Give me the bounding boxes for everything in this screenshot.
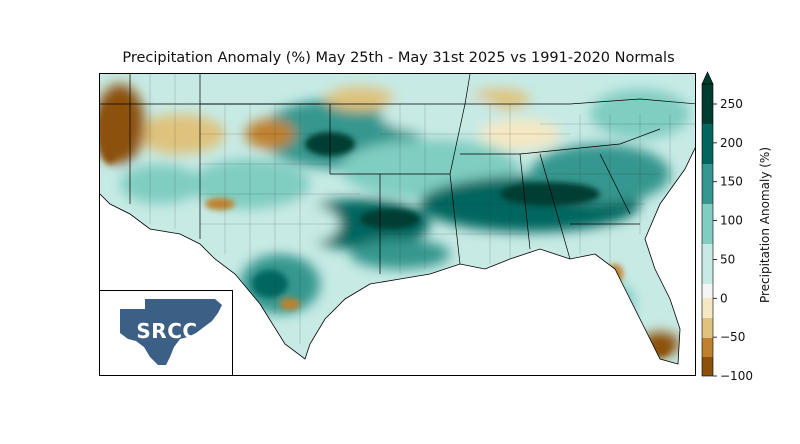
colorbar: 250 200 150 100 50 0 −50 −100 [701, 71, 753, 383]
colorbar-tick-label: 100 [720, 214, 743, 228]
srcc-logo-box: SRCC [99, 290, 233, 376]
colorbar-tick-label: −100 [720, 369, 753, 383]
colorbar-tick-label: 250 [720, 97, 743, 111]
colorbar-label: Precipitation Anomaly (%) [758, 146, 772, 304]
srcc-logo-text: SRCC [136, 319, 198, 343]
colorbar-segments [702, 84, 713, 376]
colorbar-tick-label: 150 [720, 175, 743, 189]
colorbar-tick-label: −50 [720, 330, 745, 344]
colorbar-extend-arrow [701, 71, 714, 85]
srcc-logo [120, 299, 222, 365]
chart-title: Precipitation Anomaly (%) May 25th - May… [122, 50, 675, 66]
colorbar-tick-label: 0 [720, 291, 728, 305]
colorbar-ticks: 250 200 150 100 50 0 −50 −100 [713, 97, 753, 383]
colorbar-tick-label: 200 [720, 136, 743, 150]
colorbar-tick-label: 50 [720, 252, 735, 266]
